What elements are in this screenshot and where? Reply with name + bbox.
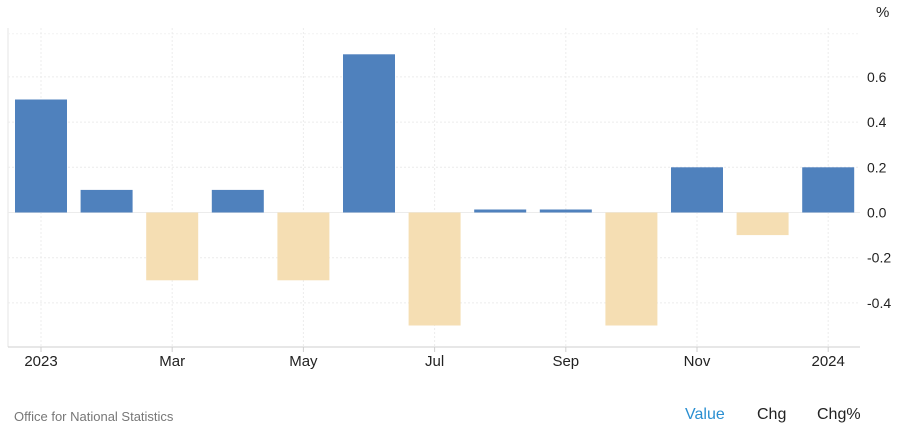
bar	[80, 189, 133, 213]
x-tick-label: Nov	[684, 353, 711, 370]
bar	[408, 212, 461, 326]
y-tick-label: -0.4	[867, 295, 891, 311]
y-tick-label: -0.2	[867, 250, 891, 266]
x-tick-label: May	[289, 353, 318, 370]
x-tick-label: 2024	[812, 353, 845, 370]
value-mode-button[interactable]: Value	[685, 406, 725, 423]
x-tick-label: Jul	[425, 353, 444, 370]
y-tick-label: 0.0	[867, 205, 887, 221]
bar	[539, 209, 592, 213]
unit-label: %	[876, 4, 890, 21]
bar	[15, 99, 67, 213]
bar	[671, 167, 723, 213]
y-tick-label: 0.4	[867, 114, 887, 130]
mode-controls: Value Chg Chg%	[0, 406, 900, 428]
y-tick-label: 0.2	[867, 159, 887, 175]
x-tick-label: 2023	[24, 353, 57, 370]
x-tick-label: Mar	[159, 353, 185, 370]
source-label: Office for National Statistics	[14, 409, 174, 424]
bar	[802, 167, 855, 213]
y-tick-label: 0.6	[867, 69, 887, 85]
bar	[474, 209, 527, 213]
bar-chart: 0.6 0.4 0.2 0.0 -0.2 -0.4 2023 Mar May Jul Sep Nov 2…	[7, 28, 891, 370]
bar	[736, 212, 789, 236]
chg-pct-mode-button[interactable]: Chg%	[817, 406, 861, 423]
chg-mode-button[interactable]: Chg	[757, 406, 787, 423]
bar	[605, 212, 658, 326]
bar	[146, 212, 199, 281]
x-tick-label: Sep	[552, 353, 579, 370]
bar	[277, 212, 330, 281]
bar	[211, 189, 264, 213]
bar	[343, 54, 395, 213]
